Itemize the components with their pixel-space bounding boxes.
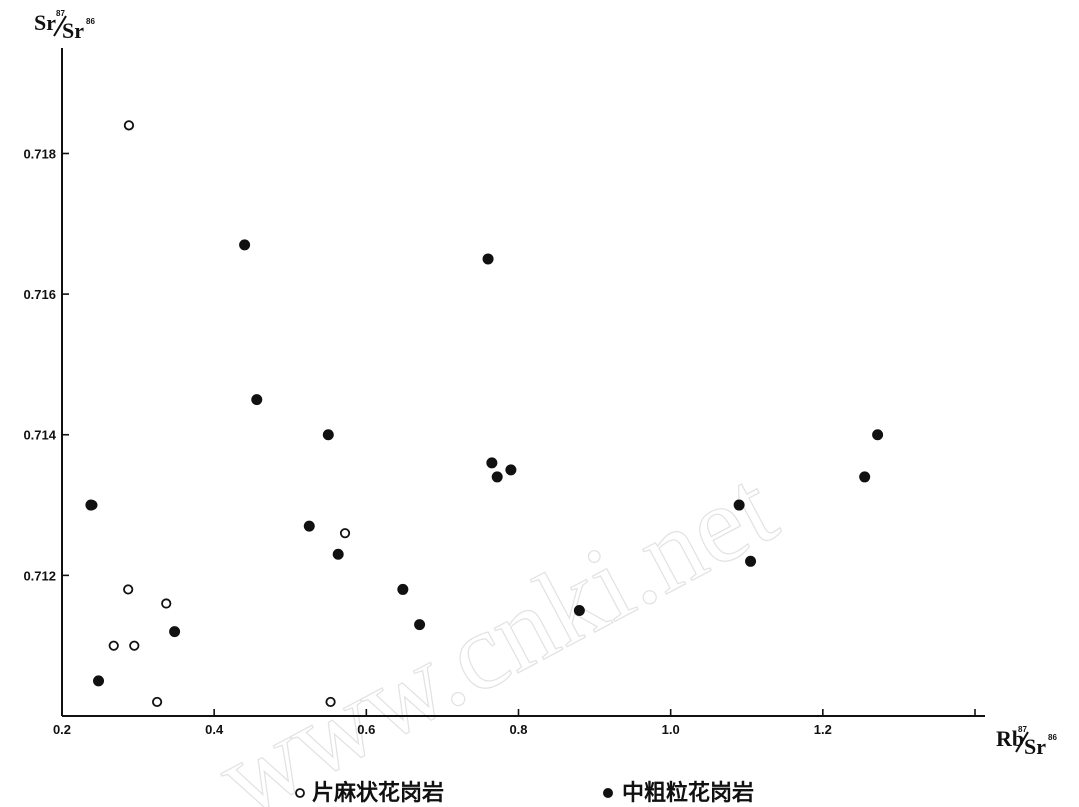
filled-circle-point xyxy=(414,619,426,631)
filled-circle-point xyxy=(733,499,745,511)
filled-circle-point xyxy=(85,499,97,511)
open-circle-point xyxy=(152,696,163,708)
x-tick-label: 1.0 xyxy=(662,722,680,737)
ticks: 0.2 0.4 0.6 0.8 1.0 1.2 0.712 0.714 0.716 0.718 xyxy=(23,146,976,737)
open-circle-point xyxy=(123,584,134,595)
data-points xyxy=(85,120,884,708)
filled-circle-point xyxy=(169,626,181,638)
x-tick-label: 0.4 xyxy=(205,722,224,737)
open-circle-point xyxy=(129,640,140,651)
legend-open-circle-icon xyxy=(295,788,305,798)
y-tick-label: 0.714 xyxy=(23,428,56,443)
y-tick-label: 0.718 xyxy=(23,146,56,161)
legend: 片麻状花岗岩 中粗粒花岗岩 xyxy=(295,780,754,806)
y-axis-label-numerator-sup: 87 xyxy=(56,9,65,18)
filled-circle-point xyxy=(239,239,251,251)
watermark: www.cnki.net xyxy=(198,446,794,807)
x-tick-label: 0.2 xyxy=(53,722,71,737)
filled-circle-point xyxy=(872,429,884,441)
y-axis-label-denominator: Sr xyxy=(62,18,84,43)
filled-circle-point xyxy=(332,548,344,560)
filled-circle-point xyxy=(322,429,334,441)
y-axis-label-numerator: Sr xyxy=(34,10,56,35)
y-axis-label-slash xyxy=(53,15,67,37)
x-axis-label-denominator-sup: 86 xyxy=(1048,733,1057,742)
open-circle-point xyxy=(339,528,351,539)
filled-circle-point xyxy=(251,394,263,406)
axes xyxy=(61,48,985,717)
filled-circle-point xyxy=(482,253,494,265)
open-circle-point xyxy=(108,640,119,651)
x-tick-label: 1.2 xyxy=(814,722,832,737)
open-circle-point xyxy=(161,598,172,609)
filled-circle-point xyxy=(303,520,315,532)
legend-filled-circle-icon xyxy=(603,788,613,798)
filled-circle-point xyxy=(505,464,517,476)
filled-circle-point xyxy=(486,457,498,469)
x-axis-label-slash xyxy=(1015,731,1029,753)
open-circle-point xyxy=(123,120,135,131)
open-circle-point xyxy=(325,696,336,708)
x-tick-label: 0.8 xyxy=(509,722,527,737)
filled-circle-point xyxy=(93,675,105,687)
filled-circle-point xyxy=(573,605,585,617)
y-tick-label: 0.716 xyxy=(23,287,56,302)
y-tick-label: 0.712 xyxy=(23,568,56,583)
filled-circle-point xyxy=(859,471,871,483)
filled-circle-point xyxy=(745,555,757,567)
legend-label-coarse: 中粗粒花岗岩 xyxy=(622,780,754,806)
y-axis-label-denominator-sup: 86 xyxy=(86,17,95,26)
filled-circle-point xyxy=(491,471,503,483)
x-axis-label-numerator-sup: 87 xyxy=(1018,725,1027,734)
legend-label-gneissic: 片麻状花岗岩 xyxy=(312,780,444,806)
filled-circle-point xyxy=(397,583,409,595)
x-tick-label: 0.6 xyxy=(357,722,375,737)
x-axis-label-denominator: Sr xyxy=(1024,734,1046,759)
